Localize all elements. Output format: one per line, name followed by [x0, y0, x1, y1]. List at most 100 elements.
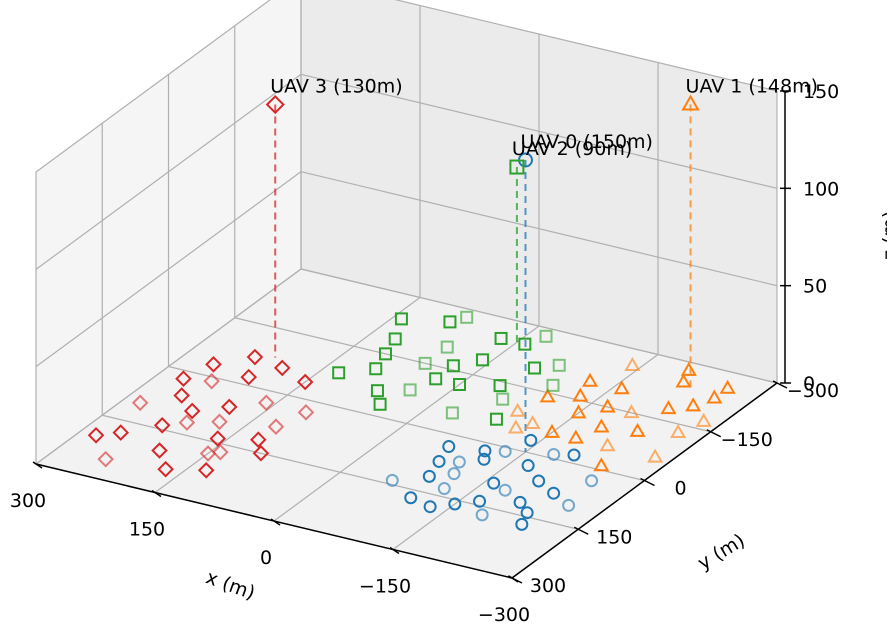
ground-user-point [205, 356, 222, 373]
ground-user-point [509, 402, 526, 417]
ground-user-point [151, 442, 168, 459]
ground-user-point [552, 358, 566, 372]
floor-grid-y [102, 414, 579, 530]
ground-user-point [157, 460, 174, 478]
ground-user-point [680, 361, 697, 376]
ground-user-point [675, 373, 692, 388]
z-axis-label: z (m) [879, 211, 887, 260]
ground-user-point [547, 486, 561, 500]
ground-user-point [518, 337, 532, 351]
ground-user-point [423, 500, 437, 514]
ground-user-point [493, 379, 507, 393]
ground-user-point [385, 473, 399, 487]
floor-grid-y [168, 365, 645, 482]
ground-user-point [448, 497, 462, 511]
tick-labels: 300 150 0 −150 −300 −300 −150 0 150 300 0 50 100 150 [10, 81, 839, 626]
ground-user-point [478, 444, 492, 458]
x-tick-mark [389, 546, 400, 555]
ground-user-point [487, 476, 501, 490]
ground-user-point [453, 378, 466, 391]
ground-user-point [432, 454, 446, 468]
ground-user-point [252, 444, 270, 462]
ground-user-point [520, 506, 534, 520]
x-tick-label: 0 [260, 547, 272, 569]
ground-user-point [477, 452, 491, 466]
altitude-stems [274, 104, 692, 452]
floor-grid-y [234, 317, 711, 433]
ground-user-point [175, 370, 192, 387]
ground-user-point [447, 467, 461, 481]
ground-user-point [422, 469, 436, 483]
y-tick-label: 0 [674, 478, 686, 500]
ground-user-point [473, 494, 487, 508]
ground-user-point [87, 427, 105, 444]
x-tick-label: −150 [359, 576, 411, 598]
ground-user-point [695, 412, 712, 427]
ground-user-point [267, 418, 285, 435]
ground-user-point [475, 353, 489, 367]
ground-user-point [403, 383, 417, 397]
ground-user-point [567, 448, 581, 462]
ground-user-point [220, 398, 238, 416]
z-tick-label: 0 [803, 373, 815, 395]
x-tick-mark [151, 489, 162, 498]
ground-user-point [524, 414, 541, 429]
ground-user-point [250, 431, 267, 448]
uav-point [681, 94, 700, 111]
ground-user-point [446, 359, 460, 373]
ground-user-point [528, 361, 541, 375]
x-tick-mark [270, 518, 281, 526]
ground-user-point [613, 380, 630, 395]
ground-user-point [442, 440, 456, 454]
ground-user-point [440, 340, 454, 354]
ground-user-point [624, 356, 641, 371]
ground-user-point [629, 422, 646, 437]
y-tick-mark [772, 380, 788, 389]
ground-user-point [373, 397, 387, 411]
ground-user-point [460, 310, 474, 324]
x-tick-label: 150 [129, 519, 165, 541]
side-grid-z [35, 268, 302, 465]
side-grid-z [35, 0, 271, 173]
y-tick-label: −150 [721, 429, 773, 451]
ground-user-point [97, 450, 114, 468]
x-tick-mark [32, 461, 43, 469]
axis-edges [32, 90, 791, 584]
ground-user-point [670, 423, 687, 438]
ground-user-point [211, 413, 228, 431]
y-tick-mark [507, 575, 523, 584]
ground-user-point [572, 387, 589, 402]
x-tick-label: −300 [478, 604, 530, 626]
ground-user-point [445, 406, 459, 420]
ground-user-point [199, 445, 217, 462]
y-tick-label: 300 [530, 575, 566, 597]
ground-user-point [394, 312, 408, 326]
ground-user-point [388, 332, 402, 346]
ground-user-point [209, 430, 227, 447]
ground-user-point [437, 482, 451, 496]
ground-user-point [475, 508, 489, 522]
ground-user-point [489, 412, 503, 426]
ground-user-point [593, 418, 610, 433]
ground-user-point [240, 368, 258, 386]
ground-user-point [660, 400, 677, 415]
uav-point [265, 94, 285, 115]
ground-user-point [369, 362, 383, 376]
side-grid-z [35, 73, 302, 270]
ground-user-point [246, 348, 264, 366]
side-grid-z [35, 171, 302, 368]
ground-user-point [404, 491, 418, 505]
uav-label: UAV 2 (90m) [512, 138, 632, 160]
uav-point [509, 159, 525, 175]
ground-user-point [532, 474, 546, 488]
ground-user-point [212, 443, 229, 461]
ground-user-point [547, 447, 561, 461]
ground-user-point [496, 392, 510, 406]
ground-user-point [112, 424, 130, 441]
z-tick-label: 150 [803, 81, 839, 103]
ground-user-point [173, 387, 190, 404]
ground-user-point [513, 495, 527, 509]
ground-user-point [599, 398, 616, 413]
z-tick-label: 50 [803, 276, 827, 298]
ground-user-point [647, 448, 664, 463]
